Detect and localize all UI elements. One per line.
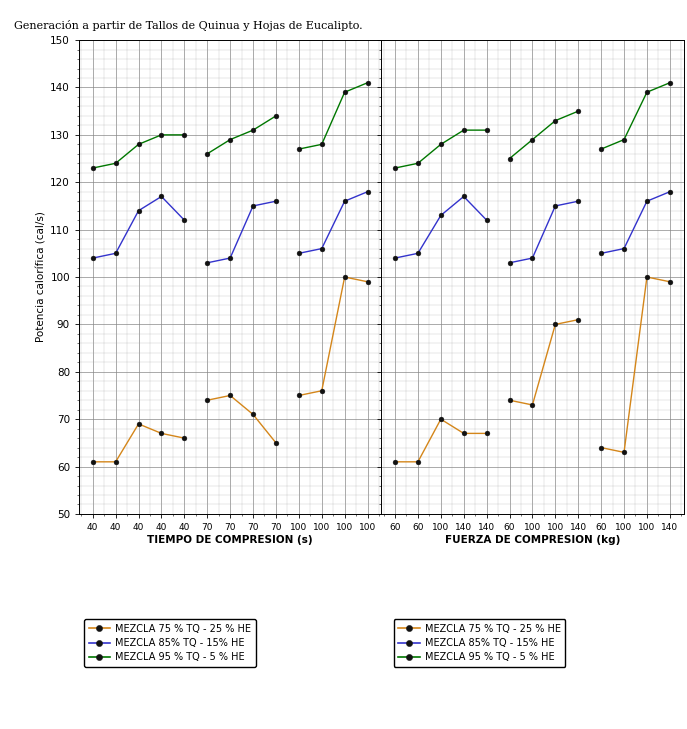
Y-axis label: Potencia calorífica (cal/s): Potencia calorífica (cal/s) [36, 211, 46, 343]
X-axis label: TIEMPO DE COMPRESION (s): TIEMPO DE COMPRESION (s) [147, 535, 313, 545]
Legend: MEZCLA 75 % TQ - 25 % HE, MEZCLA 85% TQ - 15% HE, MEZCLA 95 % TQ - 5 % HE: MEZCLA 75 % TQ - 25 % HE, MEZCLA 85% TQ … [84, 619, 256, 667]
Legend: MEZCLA 75 % TQ - 25 % HE, MEZCLA 85% TQ - 15% HE, MEZCLA 95 % TQ - 5 % HE: MEZCLA 75 % TQ - 25 % HE, MEZCLA 85% TQ … [394, 619, 565, 667]
Text: Generación a partir de Tallos de Quinua y Hojas de Eucalipto.: Generación a partir de Tallos de Quinua … [14, 20, 362, 31]
X-axis label: FUERZA DE COMPRESION (kg): FUERZA DE COMPRESION (kg) [444, 535, 620, 545]
